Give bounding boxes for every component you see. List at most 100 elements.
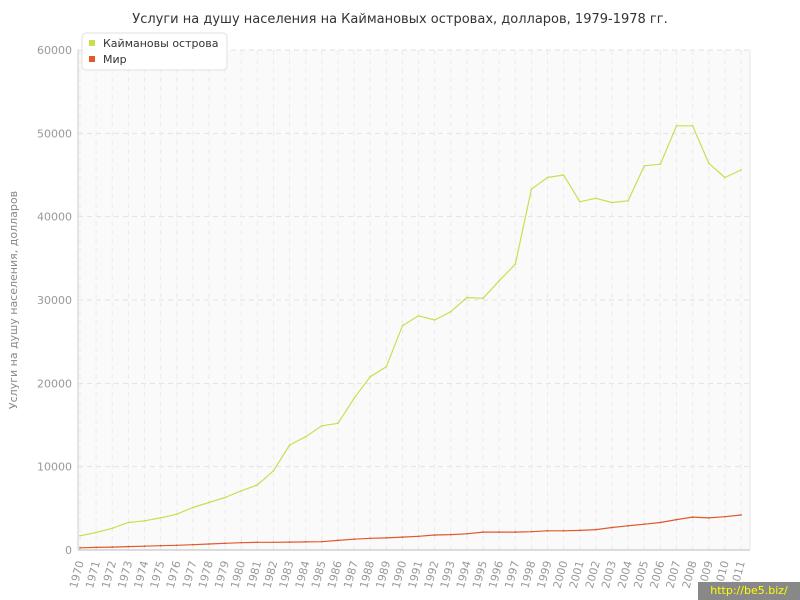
data-point (159, 544, 162, 547)
data-point (562, 529, 565, 532)
series-line-1 (79, 514, 742, 549)
chart-title: Услуги на душу населения на Каймановых о… (132, 12, 667, 27)
data-point (659, 163, 662, 166)
y-tick-label: 40000 (37, 211, 72, 224)
data-point (530, 188, 533, 191)
data-point (643, 523, 646, 526)
data-point (111, 527, 114, 530)
data-point (127, 545, 130, 548)
data-point (659, 521, 662, 524)
y-tick-label: 60000 (37, 44, 72, 57)
data-point (320, 424, 323, 427)
data-point (401, 536, 404, 538)
axes: 0100002000030000400005000060000197019711… (37, 44, 751, 590)
data-point (723, 515, 726, 518)
data-point (740, 514, 742, 516)
data-point (627, 199, 630, 202)
data-point (353, 538, 355, 541)
data-point (385, 537, 388, 539)
legend-box (81, 32, 228, 71)
data-point (256, 484, 259, 486)
data-point (417, 535, 420, 538)
data-point (337, 539, 339, 542)
data-point (288, 541, 291, 543)
series (79, 124, 742, 549)
data-point (240, 541, 243, 544)
data-point (369, 537, 372, 540)
data-point (320, 540, 323, 543)
data-point (191, 506, 194, 509)
data-point (595, 528, 597, 531)
y-tick-label: 10000 (37, 461, 72, 474)
legend-swatch-world (89, 56, 95, 62)
data-point (224, 496, 226, 499)
data-point (595, 197, 597, 200)
data-point (498, 279, 501, 282)
data-point (385, 365, 388, 368)
data-point (514, 531, 517, 533)
data-point (691, 516, 694, 518)
data-point (304, 435, 307, 438)
data-point (466, 532, 468, 535)
data-point (111, 546, 114, 548)
data-point (611, 201, 613, 204)
data-point (546, 176, 549, 179)
data-point (514, 263, 517, 266)
legend-label-cayman[interactable]: Каймановы острова (103, 37, 218, 50)
data-point (578, 529, 581, 532)
data-point (675, 124, 678, 127)
data-point (466, 296, 468, 299)
data-point (482, 531, 484, 533)
data-point (498, 531, 501, 533)
legend[interactable]: Каймановы острова Мир (81, 32, 228, 71)
data-point (175, 513, 178, 516)
data-point (546, 529, 549, 532)
y-axis-label: Услуги на душу населения, долларов (7, 191, 20, 409)
data-point (707, 162, 710, 165)
data-point (691, 124, 694, 127)
y-tick-label: 0 (65, 544, 72, 557)
data-point (159, 517, 162, 519)
data-point (79, 534, 81, 537)
data-point (337, 422, 339, 425)
data-point (449, 310, 452, 313)
data-point (272, 541, 275, 544)
data-point (627, 524, 630, 527)
data-point (401, 324, 404, 327)
data-point (433, 534, 436, 536)
data-point (417, 314, 420, 317)
data-point (611, 526, 613, 529)
y-tick-label: 20000 (37, 377, 72, 390)
data-point (208, 501, 210, 504)
data-point (143, 545, 146, 548)
data-point (578, 200, 581, 203)
data-point (95, 546, 98, 549)
watermark[interactable]: http://be5.biz/ (698, 582, 800, 600)
legend-label-world[interactable]: Мир (103, 53, 127, 66)
data-point (240, 489, 243, 492)
data-point (272, 469, 275, 472)
data-point (95, 531, 98, 534)
data-point (562, 174, 565, 176)
data-point (369, 375, 372, 378)
data-point (433, 319, 436, 321)
data-point (288, 444, 291, 446)
y-tick-label: 50000 (37, 127, 72, 140)
data-point (723, 176, 726, 179)
y-tick-label: 30000 (37, 294, 72, 307)
data-point (304, 541, 307, 543)
data-point (675, 518, 678, 521)
data-point (208, 543, 210, 545)
data-point (707, 517, 710, 519)
data-point (482, 297, 484, 300)
data-point (643, 164, 646, 167)
data-point (175, 544, 178, 547)
data-point (530, 530, 533, 533)
grid (78, 49, 750, 550)
data-point (256, 541, 259, 544)
series-line-0 (79, 125, 742, 537)
data-point (79, 546, 81, 549)
data-point (224, 542, 226, 545)
data-point (449, 533, 452, 536)
